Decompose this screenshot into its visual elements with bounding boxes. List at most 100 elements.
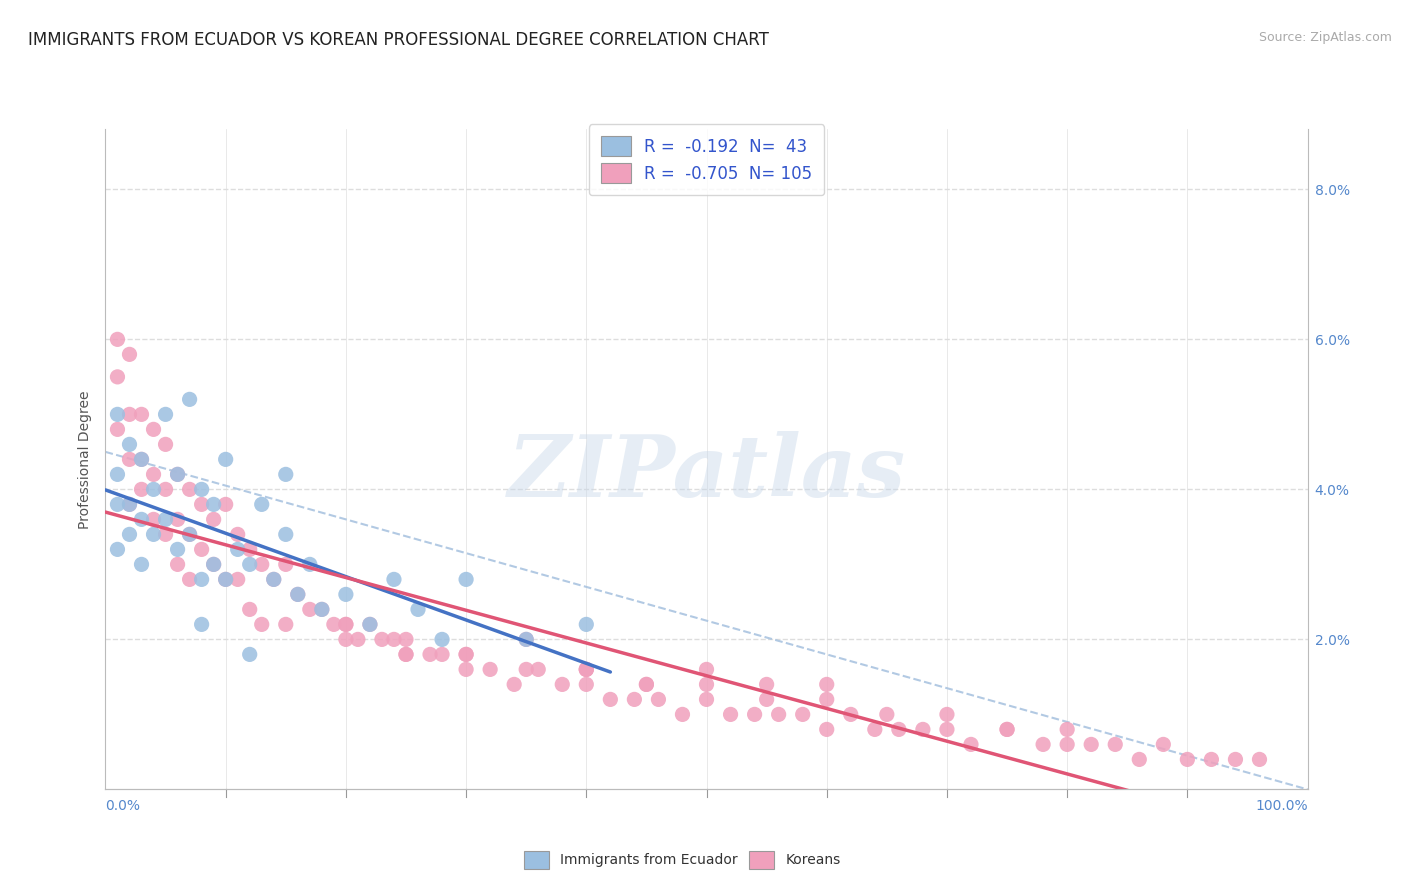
Point [131, 558, 153, 572]
Point [298, 602, 321, 616]
Point [839, 707, 862, 722]
Point [335, 587, 357, 601]
Point [118, 408, 141, 422]
Point [430, 648, 453, 662]
Point [155, 483, 177, 497]
Point [815, 677, 838, 691]
Point [995, 723, 1018, 737]
Point [936, 723, 959, 737]
Point [274, 467, 297, 482]
Point [515, 662, 537, 676]
Point [202, 558, 225, 572]
Point [239, 542, 262, 557]
Point [131, 452, 153, 467]
Point [359, 617, 381, 632]
Point [1201, 752, 1223, 766]
Point [1175, 752, 1198, 766]
Point [190, 483, 212, 497]
Point [118, 452, 141, 467]
Point [863, 723, 886, 737]
Point [419, 648, 441, 662]
Point [142, 467, 165, 482]
Point [623, 692, 645, 706]
Point [166, 558, 188, 572]
Point [274, 558, 297, 572]
Point [696, 662, 718, 676]
Point [755, 692, 778, 706]
Point [454, 573, 477, 587]
Point [371, 632, 394, 647]
Point [179, 483, 201, 497]
Point [359, 617, 381, 632]
Point [131, 483, 153, 497]
Point [179, 527, 201, 541]
Point [995, 723, 1018, 737]
Point [226, 542, 249, 557]
Point [250, 497, 273, 511]
Point [876, 707, 898, 722]
Point [214, 573, 236, 587]
Point [347, 632, 370, 647]
Text: Immigrants from Ecuador: Immigrants from Ecuador [560, 853, 738, 867]
Point [142, 527, 165, 541]
Point [311, 602, 333, 616]
Point [1128, 752, 1150, 766]
Point [792, 707, 814, 722]
Point [503, 677, 526, 691]
Point [335, 632, 357, 647]
Point [720, 707, 742, 722]
Point [155, 437, 177, 451]
Point [239, 648, 262, 662]
Point [239, 602, 262, 616]
Point [454, 648, 477, 662]
Point [179, 392, 201, 407]
Point [1249, 752, 1271, 766]
Point [214, 452, 236, 467]
Point [575, 662, 598, 676]
Point [226, 573, 249, 587]
Point [263, 573, 285, 587]
Point [479, 662, 502, 676]
Point [263, 573, 285, 587]
Point [406, 602, 429, 616]
Point [636, 677, 658, 691]
Point [696, 677, 718, 691]
Text: Source: ZipAtlas.com: Source: ZipAtlas.com [1258, 31, 1392, 45]
Point [1056, 738, 1078, 752]
Point [142, 512, 165, 526]
Text: IMMIGRANTS FROM ECUADOR VS KOREAN PROFESSIONAL DEGREE CORRELATION CHART: IMMIGRANTS FROM ECUADOR VS KOREAN PROFES… [28, 31, 769, 49]
Point [226, 527, 249, 541]
Point [815, 692, 838, 706]
Point [575, 617, 598, 632]
Point [166, 542, 188, 557]
Point [815, 723, 838, 737]
Point [131, 512, 153, 526]
Point [118, 527, 141, 541]
Point [239, 558, 262, 572]
Point [395, 632, 418, 647]
Point [298, 558, 321, 572]
Point [382, 573, 405, 587]
Text: 0.0%: 0.0% [105, 799, 141, 814]
Point [887, 723, 910, 737]
Point [575, 662, 598, 676]
Point [107, 497, 129, 511]
Point [190, 542, 212, 557]
Point [527, 662, 550, 676]
Point [214, 573, 236, 587]
Y-axis label: Professional Degree: Professional Degree [77, 390, 91, 529]
Point [166, 512, 188, 526]
Legend: R =  -0.192  N=  43, R =  -0.705  N= 105: R = -0.192 N= 43, R = -0.705 N= 105 [589, 125, 824, 195]
Point [755, 677, 778, 691]
Point [1152, 738, 1174, 752]
Point [107, 542, 129, 557]
Point [454, 662, 477, 676]
Point [274, 617, 297, 632]
Point [190, 573, 212, 587]
Point [430, 632, 453, 647]
Point [575, 677, 598, 691]
Point [107, 332, 129, 346]
Point [214, 497, 236, 511]
Point [1104, 738, 1126, 752]
Point [250, 558, 273, 572]
